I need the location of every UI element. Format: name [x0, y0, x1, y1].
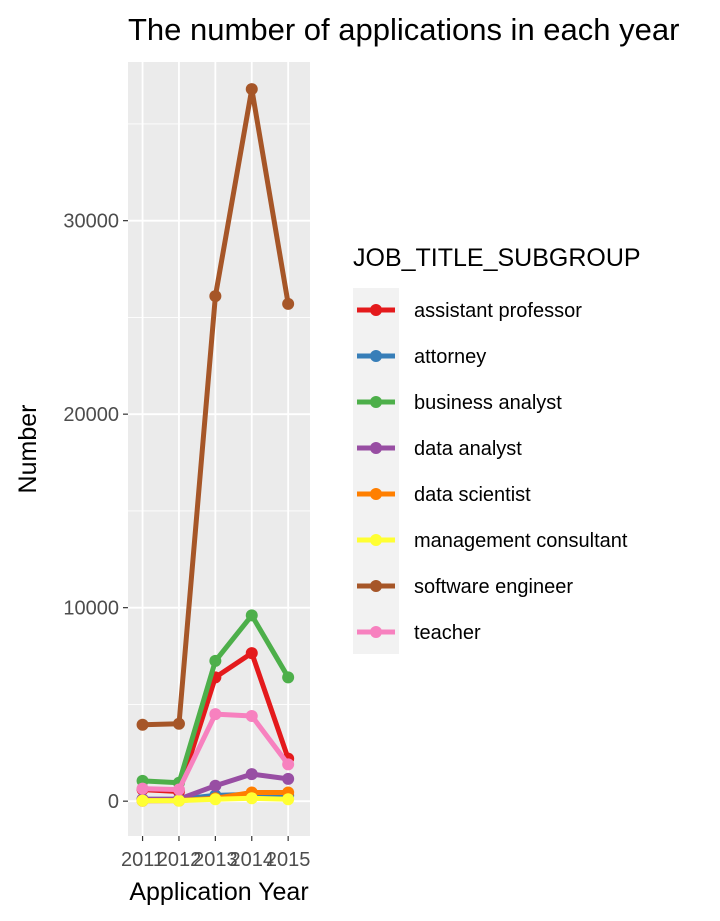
data-point-assistant-professor — [245, 647, 258, 660]
legend-key-background — [353, 288, 399, 654]
legend-key-point — [370, 396, 382, 408]
y-tick-label: 20000 — [63, 404, 119, 426]
legend: JOB_TITLE_SUBGROUP assistant professor at… — [353, 244, 641, 654]
y-axis-title: Number — [14, 405, 42, 494]
legend-items: assistant professor attorney business anal… — [357, 300, 628, 644]
legend-key-point — [370, 626, 382, 638]
series-management-consultant — [136, 792, 295, 807]
data-point-teacher — [245, 710, 258, 723]
x-tick-label: 2015 — [266, 849, 311, 871]
legend-key-point — [370, 488, 382, 500]
legend-key-point — [370, 304, 382, 316]
legend-item-management-consultant: management consultant — [357, 530, 628, 552]
x-tick-label: 2014 — [230, 849, 275, 871]
legend-key-point — [370, 442, 382, 454]
data-point-software-engineer — [172, 717, 185, 730]
data-point-software-engineer — [209, 290, 222, 303]
legend-item-business-analyst: business analyst — [357, 392, 562, 414]
legend-label: management consultant — [414, 530, 628, 552]
data-point-data-analyst — [245, 768, 258, 781]
legend-title: JOB_TITLE_SUBGROUP — [353, 244, 641, 272]
x-tick-label: 2013 — [193, 849, 238, 871]
x-axis-title: Application Year — [129, 878, 308, 906]
series-software-engineer — [136, 83, 295, 731]
data-point-software-engineer — [282, 297, 295, 310]
data-point-data-analyst — [209, 779, 222, 792]
legend-key-point — [370, 580, 382, 592]
series-teacher — [136, 708, 295, 796]
data-point-management-consultant — [136, 794, 149, 807]
chart-title: The number of applications in each year — [128, 12, 679, 47]
legend-item-software-engineer: software engineer — [357, 576, 573, 598]
data-point-management-consultant — [245, 792, 258, 805]
data-point-management-consultant — [172, 794, 185, 807]
legend-item-assistant-professor: assistant professor — [357, 300, 582, 322]
legend-label: business analyst — [414, 392, 562, 414]
data-point-software-engineer — [245, 83, 258, 96]
data-point-teacher — [172, 783, 185, 796]
data-point-data-analyst — [282, 772, 295, 785]
legend-label: teacher — [414, 622, 481, 644]
x-tick-label: 2012 — [157, 849, 202, 871]
data-point-management-consultant — [282, 793, 295, 806]
data-point-teacher — [282, 758, 295, 771]
data-point-management-consultant — [209, 793, 222, 806]
legend-item-attorney: attorney — [357, 346, 486, 368]
legend-label: assistant professor — [414, 300, 582, 322]
y-tick-label: 30000 — [63, 211, 119, 233]
series-business-analyst — [136, 609, 295, 789]
data-point-business-analyst — [209, 654, 222, 667]
data-point-software-engineer — [136, 718, 149, 731]
legend-item-teacher: teacher — [357, 622, 481, 644]
series-lines — [136, 83, 295, 807]
legend-label: data scientist — [414, 484, 531, 506]
panel-background — [128, 62, 310, 836]
legend-label: attorney — [414, 346, 486, 368]
data-point-teacher — [209, 708, 222, 721]
x-tick-label: 2011 — [121, 849, 164, 871]
y-tick-label: 10000 — [63, 598, 119, 620]
legend-label: data analyst — [414, 438, 522, 460]
legend-key-point — [370, 350, 382, 362]
legend-label: software engineer — [414, 576, 573, 598]
legend-key-point — [370, 534, 382, 546]
y-tick-label: 0 — [108, 791, 119, 813]
legend-item-data-analyst: data analyst — [357, 438, 522, 460]
data-point-business-analyst — [245, 609, 258, 622]
data-point-business-analyst — [282, 671, 295, 684]
data-point-teacher — [136, 782, 149, 795]
legend-item-data-scientist: data scientist — [357, 484, 531, 506]
